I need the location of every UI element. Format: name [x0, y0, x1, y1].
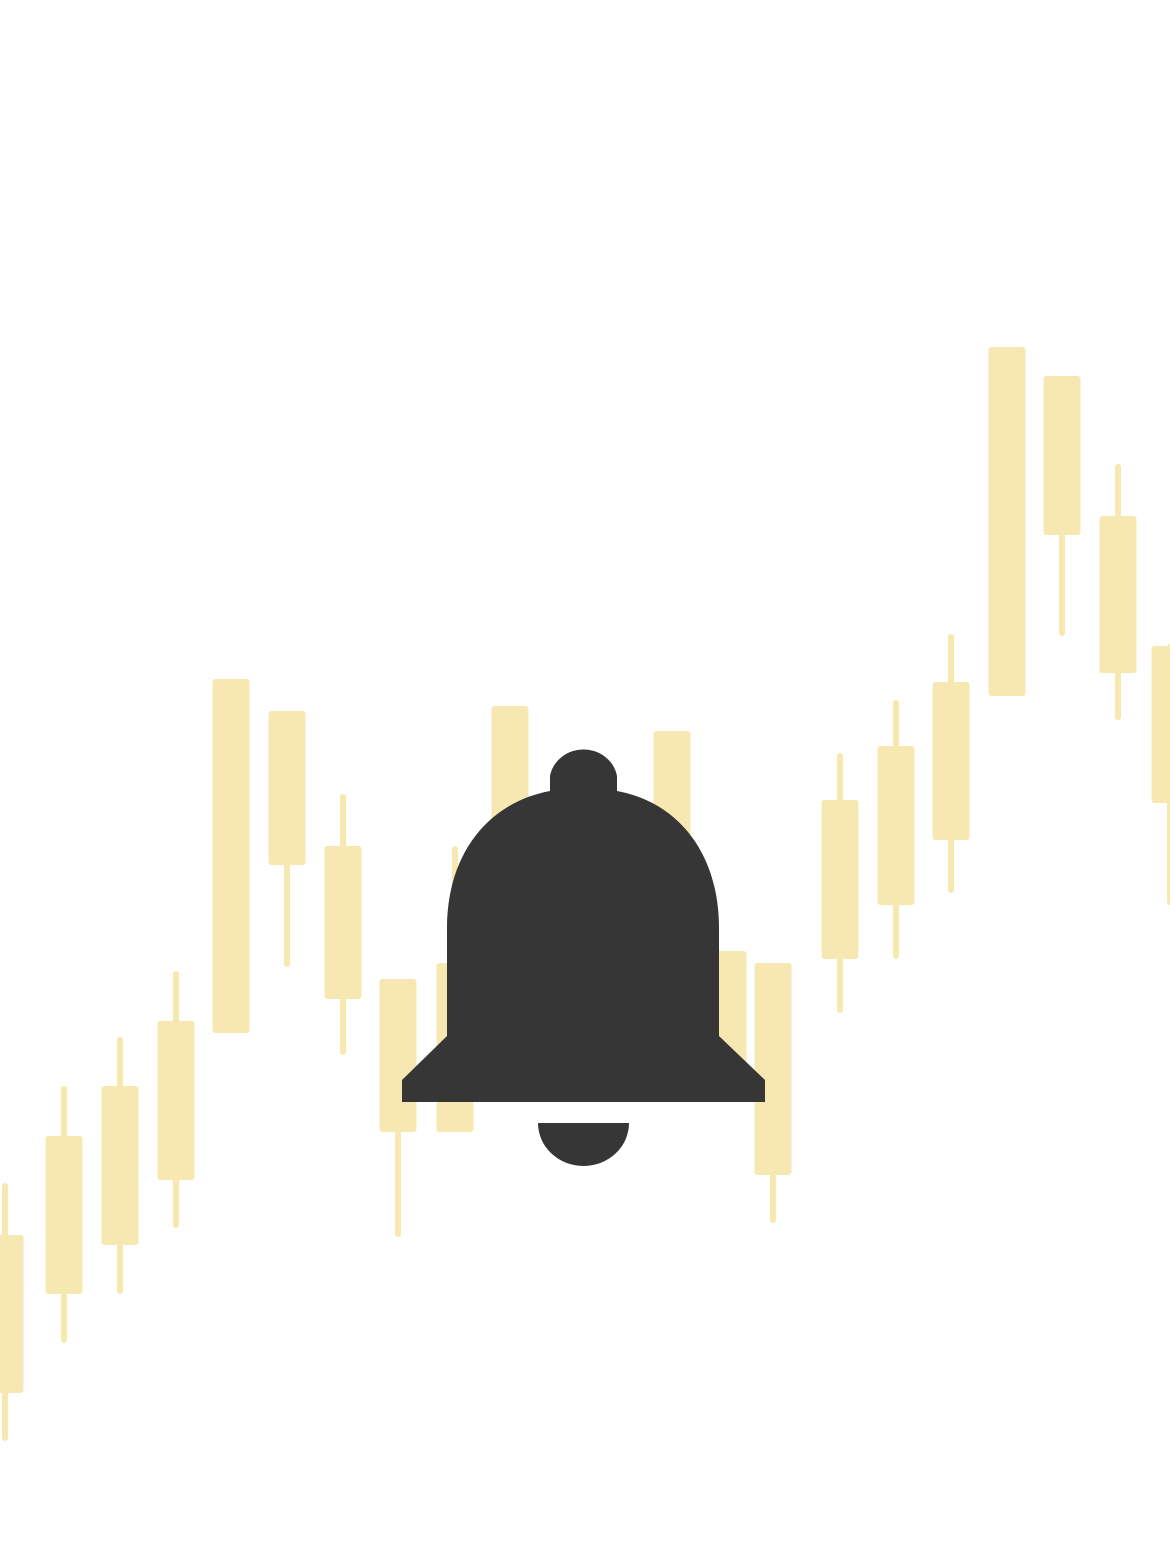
- candle-body: [1099, 516, 1137, 673]
- candle-body: [877, 746, 915, 905]
- candle-body: [1151, 646, 1170, 803]
- candle-body: [212, 679, 250, 1033]
- candlestick-pattern: [0, 347, 1170, 1441]
- candle-body: [0, 1235, 24, 1393]
- candle-body: [754, 963, 792, 1175]
- candle-body: [988, 347, 1026, 696]
- candle-body: [268, 711, 306, 865]
- bell-icon: [402, 749, 765, 1166]
- candle-body: [932, 682, 970, 840]
- candle-body: [1043, 376, 1081, 535]
- candle-body: [324, 846, 362, 999]
- candle-body: [101, 1086, 139, 1245]
- candle-body: [157, 1021, 195, 1180]
- candle-body: [821, 800, 859, 959]
- candle-body: [45, 1136, 83, 1294]
- candle-body: [379, 979, 417, 1132]
